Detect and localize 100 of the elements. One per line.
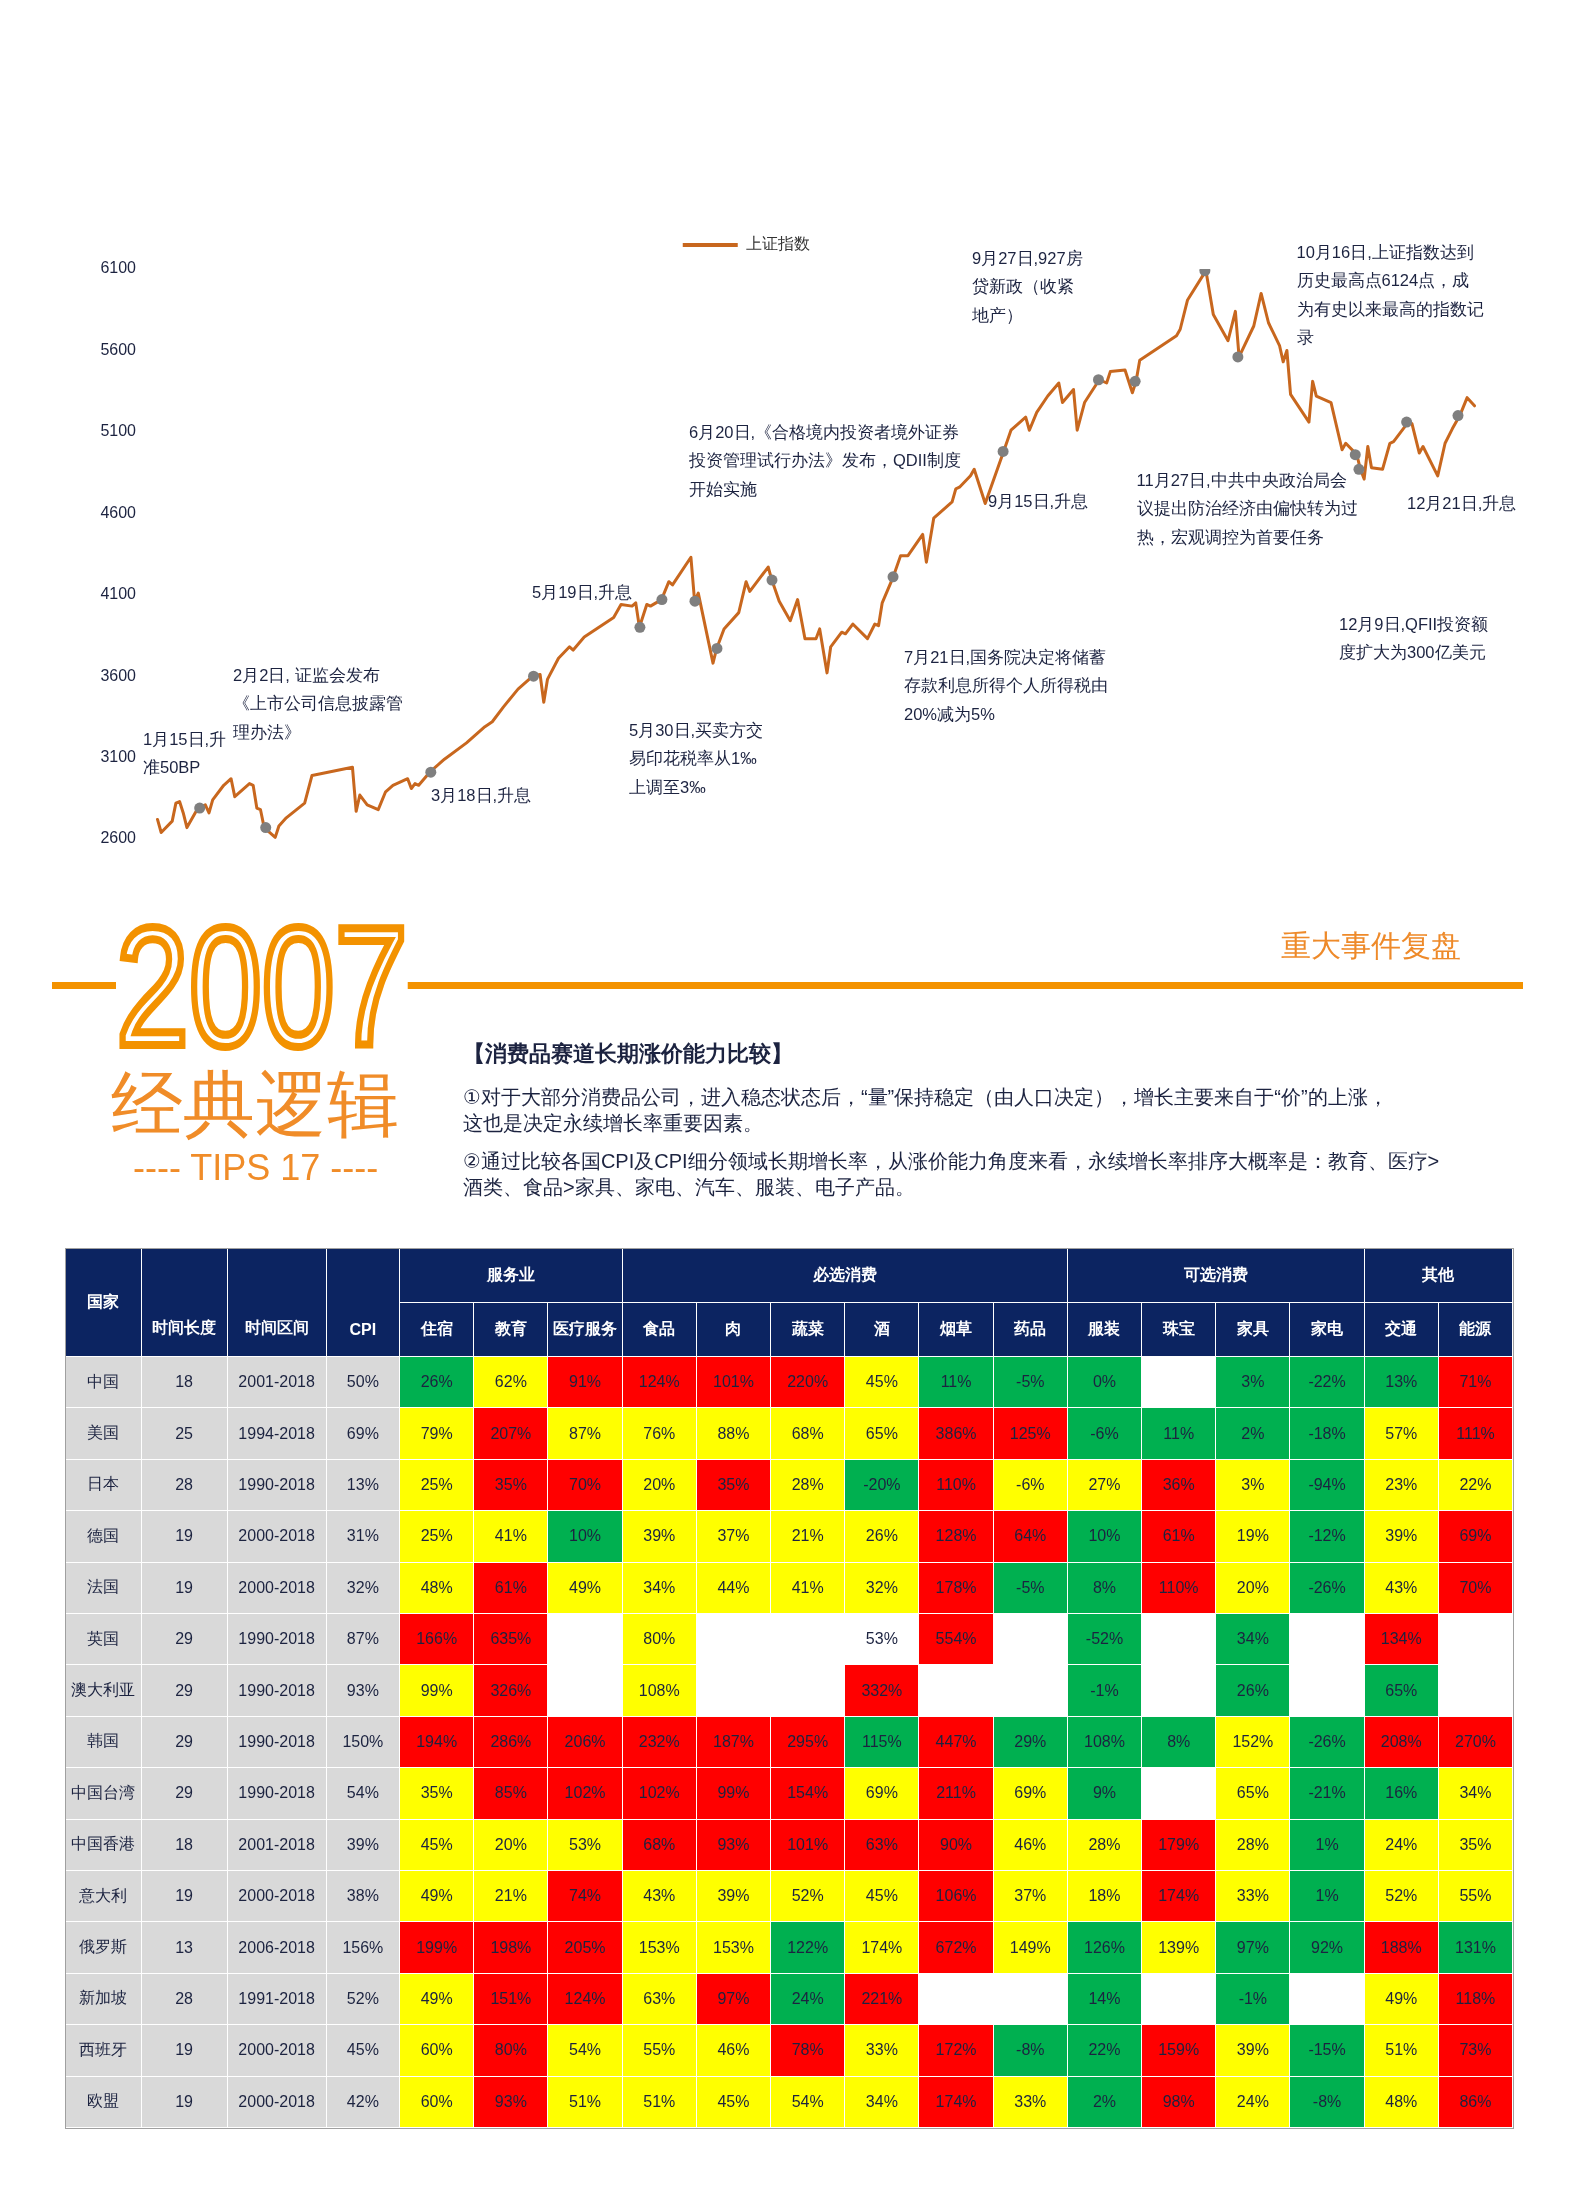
data-label: 86%: [1438, 2076, 1513, 2127]
data-label: 2%: [1067, 2076, 1142, 2127]
x-tick-label: 烟草: [919, 1303, 993, 1356]
data-label: 29: [141, 1665, 227, 1716]
data-label: 34%: [1216, 1614, 1290, 1665]
data-label: 159%: [1142, 2025, 1216, 2076]
data-label: 188%: [1364, 1922, 1438, 1973]
y-tick-label: 6100: [100, 259, 137, 277]
data-label: 124%: [622, 1357, 696, 1408]
y-tick-label: 意大利: [65, 1871, 141, 1922]
data-label: 126%: [1067, 1922, 1142, 1973]
data-label: 61%: [1142, 1511, 1216, 1562]
point: [1232, 351, 1244, 363]
data-label: 39%: [1216, 2025, 1290, 2076]
y-tick-label: 5100: [100, 422, 137, 440]
x-tick-label: 肉: [696, 1303, 771, 1356]
data-label: 43%: [622, 1871, 696, 1922]
point: [1353, 463, 1365, 475]
data-label: 90%: [919, 1819, 993, 1870]
text: 2000-2018: [238, 2041, 315, 2059]
data-label: 45%: [326, 2025, 400, 2076]
data-label: 156%: [326, 1922, 400, 1973]
data-label: -6%: [1067, 1408, 1142, 1459]
y-tick-label: 韩国: [65, 1716, 141, 1768]
data-label: 118%: [1438, 1973, 1513, 2025]
data-label: 153%: [696, 1922, 771, 1973]
data-label: 672%: [919, 1922, 993, 1973]
data-label: 21%: [771, 1511, 845, 1562]
data-label: 50%: [326, 1357, 400, 1408]
data-label: 1%: [1290, 1819, 1364, 1870]
data-label: 32%: [326, 1562, 400, 1613]
data-label: 62%: [474, 1357, 548, 1408]
y-tick-label: 4100: [100, 585, 137, 603]
data-label: 232%: [622, 1716, 696, 1768]
data-label: 20%: [622, 1459, 696, 1511]
text: 2000-2018: [238, 1527, 315, 1545]
data-label: 1%: [1290, 1871, 1364, 1922]
point: [1452, 410, 1464, 422]
data-label: 20%: [474, 1819, 548, 1870]
data-label: 87%: [326, 1614, 400, 1665]
data-label: 19: [141, 1562, 227, 1613]
data-label: 31%: [326, 1511, 400, 1562]
y-tick-label: 中国: [65, 1357, 141, 1408]
data-label: 48%: [400, 1562, 474, 1613]
data-label: 26%: [1216, 1665, 1290, 1716]
data-label: 48%: [1364, 2076, 1438, 2127]
data-label: 70%: [1438, 1562, 1513, 1613]
data-label: 61%: [474, 1562, 548, 1613]
data-label: 55%: [622, 2025, 696, 2076]
data-label: 24%: [1216, 2076, 1290, 2127]
data-label: 65%: [845, 1408, 919, 1459]
data-label: 37%: [696, 1511, 771, 1562]
annotation: 11月27日,中共中央政治局会议提出防治经济由偏快转为过热，宏观调控为首要任务: [1136, 469, 1359, 548]
data-label: 205%: [548, 1922, 622, 1973]
data-label: -1%: [1067, 1665, 1142, 1716]
data-label: 93%: [696, 1819, 771, 1870]
data-label: 0%: [1067, 1357, 1142, 1408]
data-label: 14%: [1067, 1973, 1142, 2025]
data-label: 447%: [919, 1716, 993, 1768]
data-label: 76%: [622, 1408, 696, 1459]
data-label: 92%: [1290, 1922, 1364, 1973]
data-label: 27%: [1067, 1459, 1142, 1511]
data-label: -5%: [993, 1357, 1067, 1408]
data-label: -18%: [1290, 1408, 1364, 1459]
data-label: 286%: [474, 1716, 548, 1768]
text: 1990-2018: [238, 1475, 315, 1493]
data-label: 13: [141, 1922, 227, 1973]
data-label: 71%: [1438, 1357, 1513, 1408]
data-label: 52%: [771, 1871, 845, 1922]
point: [997, 445, 1009, 457]
data-label: 18%: [1067, 1871, 1142, 1922]
data-label: 19: [141, 1871, 227, 1922]
text: 2006-2018: [238, 1938, 315, 1956]
data-label: 635%: [474, 1614, 548, 1665]
annotation: 6月20日,《合格境内投资者境外证券投资管理试行办法》发布，QDII制度开始实施: [689, 421, 962, 500]
point: [1092, 374, 1104, 386]
text: 2001-2018: [238, 1373, 315, 1391]
data-label: 153%: [622, 1922, 696, 1973]
data-label: 44%: [696, 1562, 771, 1613]
y-tick-label: 4600: [100, 503, 137, 521]
data-label: 87%: [548, 1408, 622, 1459]
data-label: 51%: [622, 2076, 696, 2127]
y-tick-label: 澳大利亚: [65, 1665, 141, 1716]
data-label: -15%: [1290, 2025, 1364, 2076]
data-label: 37%: [993, 1871, 1067, 1922]
data-label: 63%: [845, 1819, 919, 1870]
data-label: 29: [141, 1614, 227, 1665]
data-label: 166%: [400, 1614, 474, 1665]
point: [1349, 449, 1361, 461]
point: [1129, 375, 1141, 387]
data-label: 128%: [919, 1511, 993, 1562]
data-label: 115%: [845, 1716, 919, 1768]
data-label: 20%: [1216, 1562, 1290, 1613]
point: [260, 822, 272, 834]
text: 1990-2018: [238, 1784, 315, 1802]
data-label: 53%: [845, 1614, 919, 1665]
point: [194, 802, 206, 814]
point: [634, 621, 646, 633]
data-label: 34%: [622, 1562, 696, 1613]
data-label: 28%: [771, 1459, 845, 1511]
